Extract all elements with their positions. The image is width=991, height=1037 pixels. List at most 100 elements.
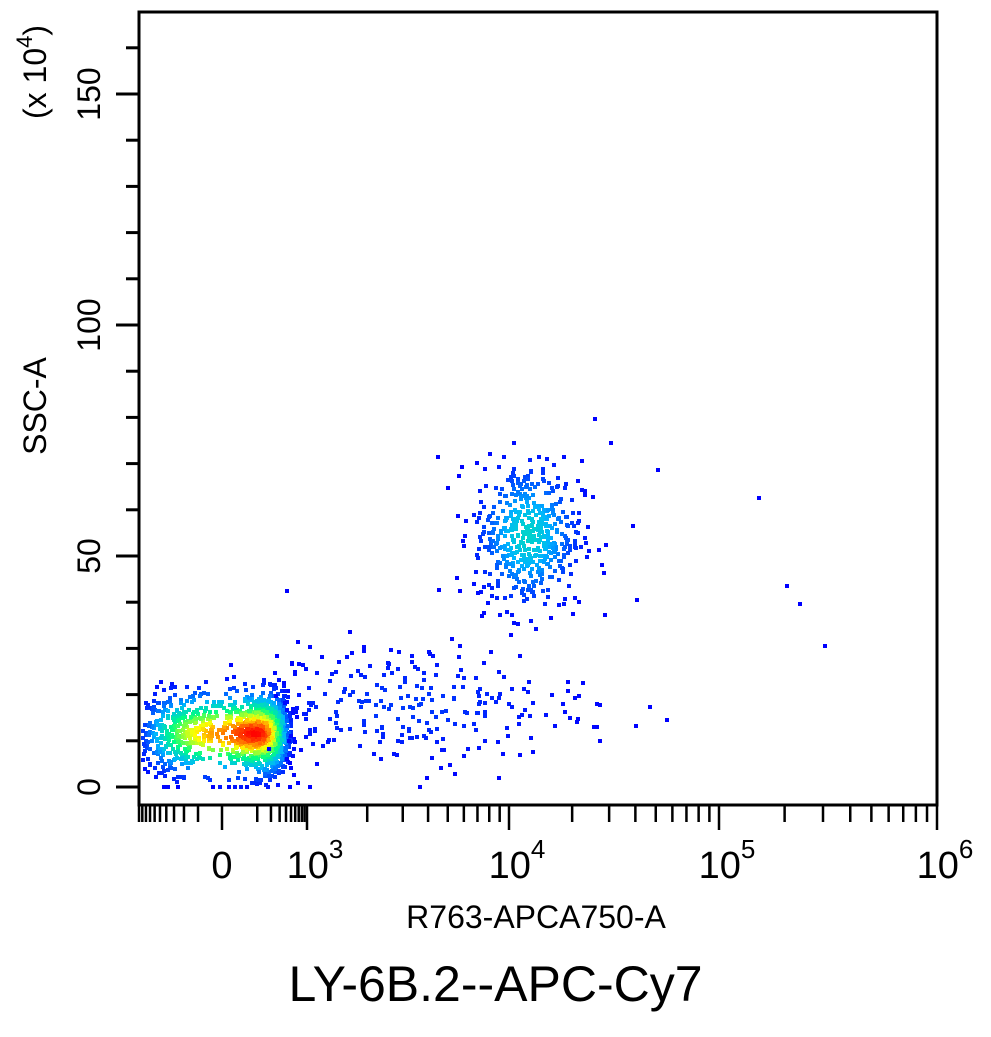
density-dot bbox=[496, 579, 500, 583]
density-dot bbox=[201, 723, 205, 727]
density-dot bbox=[261, 709, 265, 713]
density-dot bbox=[257, 720, 261, 724]
density-dot bbox=[177, 711, 181, 715]
density-dot bbox=[193, 691, 197, 695]
density-dot bbox=[277, 750, 281, 754]
density-dot bbox=[453, 722, 457, 726]
density-dot bbox=[538, 559, 542, 563]
density-dot bbox=[269, 714, 273, 718]
density-dot bbox=[563, 597, 567, 601]
density-dot bbox=[227, 778, 231, 782]
density-dot bbox=[202, 714, 206, 718]
density-dot bbox=[249, 705, 253, 709]
density-dot bbox=[328, 679, 332, 683]
density-dot bbox=[537, 566, 541, 570]
density-dot bbox=[437, 588, 441, 592]
svg-text:(x 104): (x 104) bbox=[12, 25, 53, 119]
density-dot bbox=[216, 735, 220, 739]
density-dot bbox=[576, 521, 580, 525]
density-dot bbox=[382, 673, 386, 677]
density-dot bbox=[282, 684, 286, 688]
density-dot bbox=[511, 527, 515, 531]
density-dot bbox=[285, 719, 289, 723]
density-dot bbox=[403, 676, 407, 680]
density-dot bbox=[283, 711, 287, 715]
density-dot bbox=[243, 682, 247, 686]
density-dot bbox=[197, 738, 201, 742]
density-dot bbox=[176, 740, 180, 744]
density-dot bbox=[166, 785, 170, 789]
density-dot bbox=[202, 739, 206, 743]
density-dot bbox=[434, 715, 438, 719]
density-dot bbox=[280, 746, 284, 750]
density-dot bbox=[519, 495, 523, 499]
density-dot bbox=[157, 771, 161, 775]
density-dot bbox=[210, 731, 214, 735]
density-dot bbox=[525, 597, 529, 601]
density-dot bbox=[401, 706, 405, 710]
density-dot bbox=[245, 785, 249, 789]
density-dot bbox=[479, 590, 483, 594]
density-dot bbox=[180, 735, 184, 739]
density-dot bbox=[277, 711, 281, 715]
density-dot bbox=[273, 683, 277, 687]
density-dot bbox=[345, 655, 349, 659]
density-dot bbox=[218, 761, 222, 765]
density-dot bbox=[516, 490, 520, 494]
density-dot bbox=[362, 723, 366, 727]
density-dot bbox=[257, 737, 261, 741]
density-dot bbox=[199, 706, 203, 710]
density-dot bbox=[492, 505, 496, 509]
density-dot bbox=[225, 747, 229, 751]
density-dot bbox=[289, 734, 293, 738]
density-dot bbox=[483, 714, 487, 718]
density-dot bbox=[156, 701, 160, 705]
density-dot bbox=[575, 720, 579, 724]
density-dot bbox=[379, 757, 383, 761]
density-dot bbox=[491, 531, 495, 535]
density-dot bbox=[265, 710, 269, 714]
density-dot bbox=[181, 716, 185, 720]
density-dot bbox=[153, 766, 157, 770]
density-dot bbox=[519, 558, 523, 562]
y-tick-label: 0 bbox=[71, 778, 107, 796]
density-dot bbox=[583, 536, 587, 540]
density-dot bbox=[193, 733, 197, 737]
density-dot bbox=[211, 704, 215, 708]
density-dot bbox=[496, 537, 500, 541]
density-dot bbox=[565, 523, 569, 527]
density-dot bbox=[244, 688, 248, 692]
density-dot bbox=[509, 510, 513, 514]
density-dot bbox=[151, 707, 155, 711]
density-dot bbox=[553, 569, 557, 573]
density-dot bbox=[164, 745, 168, 749]
density-dot bbox=[516, 534, 520, 538]
density-dot bbox=[232, 755, 236, 759]
density-dot bbox=[512, 487, 516, 491]
density-dot bbox=[545, 457, 549, 461]
density-dot bbox=[487, 583, 491, 587]
density-dot bbox=[299, 748, 303, 752]
density-dot bbox=[266, 699, 270, 703]
density-dot bbox=[161, 753, 165, 757]
density-dot bbox=[188, 741, 192, 745]
density-dot bbox=[185, 699, 189, 703]
density-dot bbox=[241, 746, 245, 750]
density-dot bbox=[532, 584, 536, 588]
density-dot bbox=[518, 548, 522, 552]
density-dot bbox=[571, 511, 575, 515]
density-dot bbox=[182, 775, 186, 779]
density-dot bbox=[285, 757, 289, 761]
density-dot bbox=[517, 512, 521, 516]
density-dot bbox=[251, 756, 255, 760]
density-dot bbox=[308, 645, 312, 649]
density-dot bbox=[176, 775, 180, 779]
density-dot bbox=[277, 698, 281, 702]
density-dot bbox=[141, 758, 145, 762]
density-dot bbox=[598, 739, 602, 743]
density-dot bbox=[269, 691, 273, 695]
density-dot bbox=[493, 521, 497, 525]
density-dot bbox=[265, 763, 269, 767]
density-dot bbox=[267, 706, 271, 710]
density-dot bbox=[207, 714, 211, 718]
